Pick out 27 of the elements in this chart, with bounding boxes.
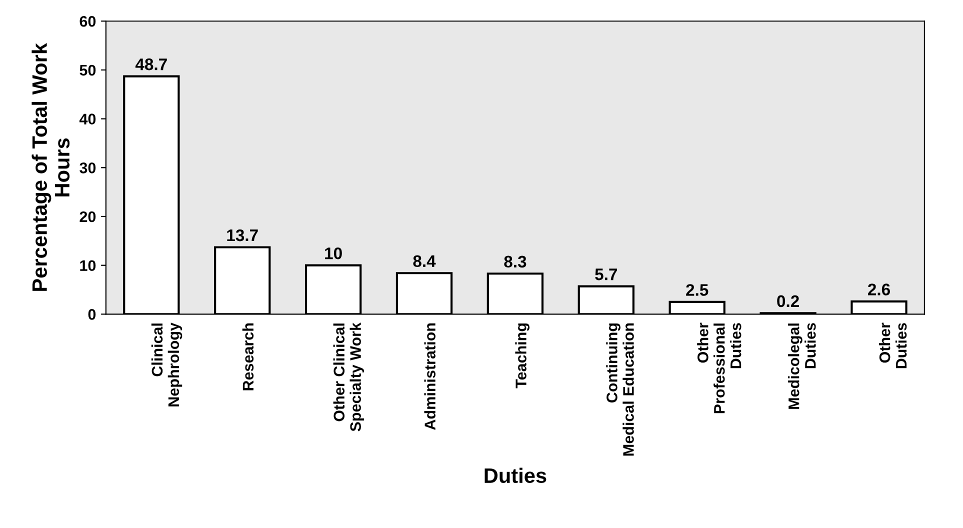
x-tick-label: Other Clinical Specialty Work (333, 322, 364, 432)
x-tick-label: Other Duties (879, 322, 907, 368)
data-label: 0.2 (777, 295, 799, 308)
y-tick-label: 20 (80, 211, 96, 222)
y-tick-label: 0 (88, 309, 96, 320)
data-label: 10 (325, 247, 342, 260)
data-label: 48.7 (135, 58, 167, 70)
data-label: 5.7 (595, 268, 618, 280)
x-tick-label: Medicolegal Duties (788, 323, 816, 409)
x-tick-label: Clinical Nephrology (151, 322, 182, 406)
y-tick-label: 50 (80, 64, 96, 76)
data-label: 8.4 (413, 255, 436, 268)
y-tick-label: 40 (79, 114, 96, 124)
x-tick-label: Research (242, 323, 254, 390)
y-tick-label: 10 (80, 260, 96, 272)
data-label: 2.6 (868, 284, 890, 296)
y-tick-label: 60 (80, 16, 96, 27)
data-label: 8.3 (504, 256, 526, 268)
x-tick-label: Other Professional Duties (697, 322, 742, 414)
x-tick-label: Teaching (515, 324, 530, 388)
y-axis-title: Percentage of Total Work Hours (32, 42, 70, 291)
y-tick-label: 30 (80, 162, 96, 174)
data-label: 2.5 (686, 284, 708, 296)
data-label: 13.7 (227, 229, 258, 242)
x-tick-label: Administration (424, 323, 436, 430)
x-tick-label: Continuing Medical Education (606, 323, 634, 456)
x-axis-title: Duties (484, 468, 546, 484)
